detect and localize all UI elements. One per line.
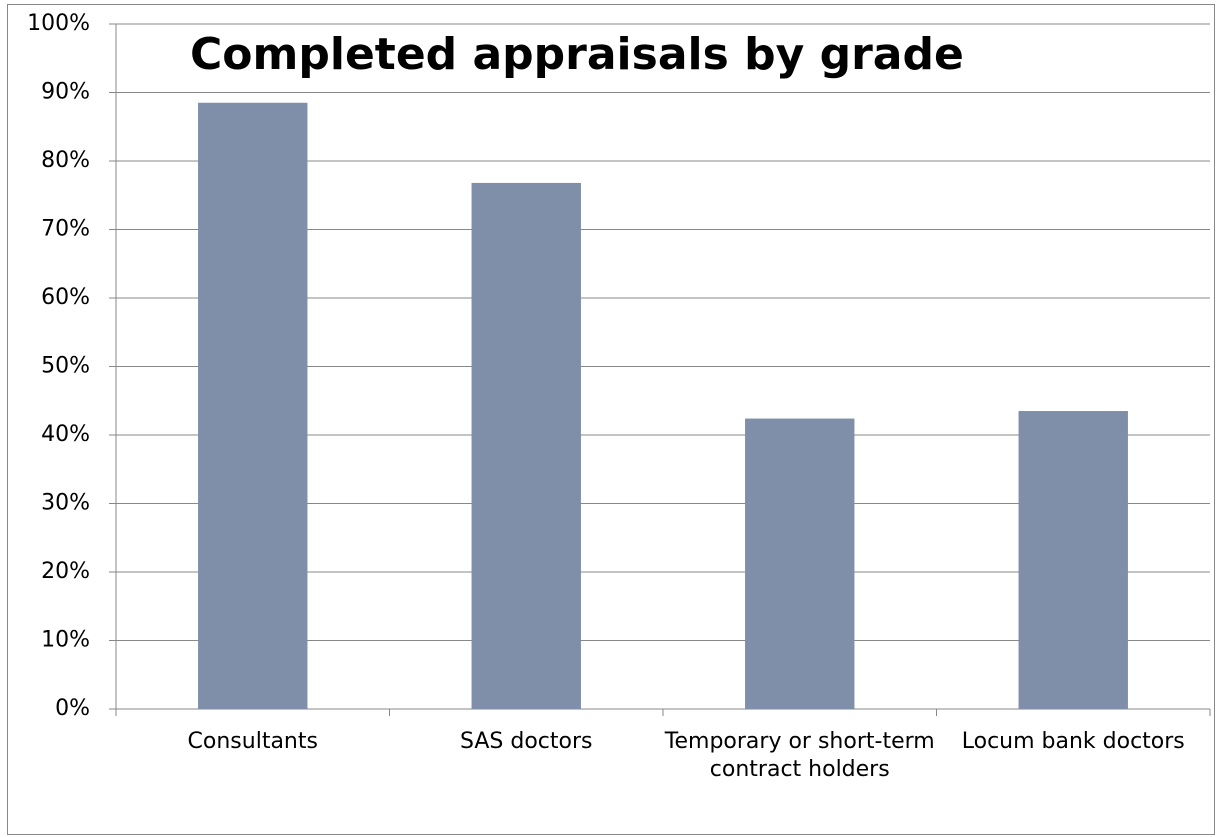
bar [198, 102, 308, 709]
x-tick-label: SAS doctors [460, 729, 593, 754]
bar [745, 418, 855, 709]
y-tick-label: 10% [41, 628, 90, 653]
bar [1018, 411, 1128, 709]
y-tick-label: 20% [41, 559, 90, 584]
bar [471, 182, 581, 710]
chart-title: Completed appraisals by grade [190, 29, 964, 80]
y-tick-label: 70% [41, 217, 90, 242]
y-tick-label: 50% [41, 354, 90, 379]
x-tick-label: Consultants [187, 729, 318, 754]
y-tick-label: 60% [41, 285, 90, 310]
x-tick-label: Locum bank doctors [961, 729, 1185, 754]
y-tick-label: 90% [41, 80, 90, 105]
y-tick-label: 80% [41, 148, 90, 173]
x-tick-label: Temporary or short-term contract holders [664, 729, 935, 782]
y-tick-label: 100% [27, 11, 90, 36]
y-tick-label: 40% [41, 422, 90, 447]
y-tick-label: 30% [41, 491, 90, 516]
y-tick-label: 0% [55, 696, 90, 721]
